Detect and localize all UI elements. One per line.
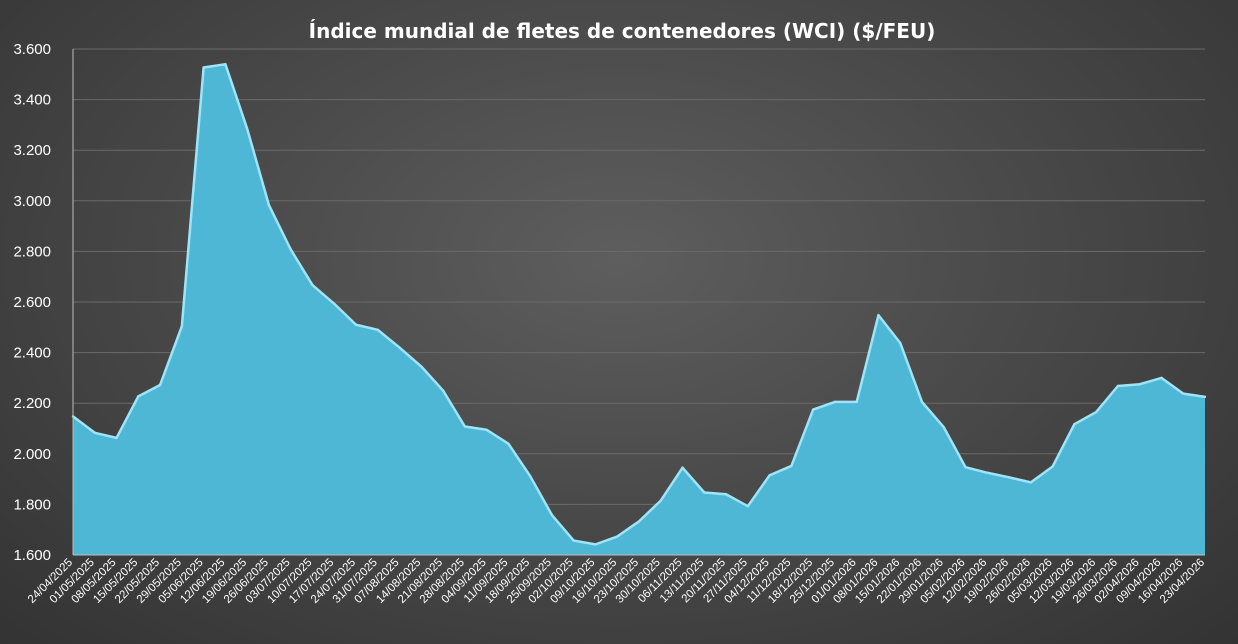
data-point xyxy=(790,464,793,468)
data-point xyxy=(311,283,314,287)
data-point xyxy=(616,535,619,538)
data-point xyxy=(811,408,815,411)
data-point xyxy=(1029,481,1033,484)
data-point xyxy=(855,400,858,404)
y-tick-label: 3.200 xyxy=(13,142,51,159)
y-tick-label: 2.200 xyxy=(13,395,51,412)
data-point xyxy=(1203,395,1207,399)
data-point xyxy=(1051,465,1054,468)
chart-title: Índice mundial de fletes de contenedores… xyxy=(309,19,936,43)
data-point xyxy=(245,127,249,130)
area-series xyxy=(71,62,1207,556)
data-point xyxy=(333,302,336,305)
data-point xyxy=(768,474,771,477)
y-tick-label: 3.400 xyxy=(13,92,51,109)
area-fill xyxy=(73,64,1205,556)
y-tick-label: 1.800 xyxy=(13,496,51,513)
data-point xyxy=(115,436,118,440)
data-point xyxy=(180,325,184,328)
data-point xyxy=(354,323,358,326)
data-point xyxy=(398,346,401,349)
data-point xyxy=(158,383,162,387)
data-point xyxy=(267,203,271,207)
y-tick-label: 1.600 xyxy=(13,547,51,564)
data-point xyxy=(1116,384,1120,388)
y-tick-label: 3.600 xyxy=(13,41,51,58)
data-point xyxy=(920,400,924,404)
data-point xyxy=(703,491,706,494)
data-point xyxy=(1073,422,1076,426)
axes xyxy=(72,49,1205,556)
data-point xyxy=(899,341,902,345)
data-point xyxy=(877,313,880,317)
data-point xyxy=(289,248,292,251)
data-point xyxy=(594,543,597,546)
data-point xyxy=(681,466,684,469)
data-point xyxy=(441,389,445,392)
data-point xyxy=(659,499,662,502)
y-tick-label: 2.000 xyxy=(13,446,51,463)
data-point xyxy=(724,493,728,496)
data-point xyxy=(637,520,641,523)
data-point xyxy=(1160,376,1163,380)
data-point xyxy=(964,466,967,469)
data-point xyxy=(202,66,205,69)
data-point xyxy=(572,539,575,542)
data-point xyxy=(137,395,140,398)
data-point xyxy=(833,400,837,404)
y-tick-label: 2.600 xyxy=(13,294,51,311)
data-point xyxy=(93,431,96,435)
data-point xyxy=(463,425,467,428)
data-point xyxy=(746,504,750,508)
data-point xyxy=(986,471,989,474)
x-axis-ticks: 24/04/202501/05/202508/05/202515/05/2025… xyxy=(26,557,1207,606)
y-tick-label: 2.400 xyxy=(13,345,51,362)
data-point xyxy=(507,442,510,445)
data-point xyxy=(1094,410,1098,414)
data-point xyxy=(1182,392,1185,395)
data-point xyxy=(376,328,379,332)
y-axis-ticks: 1.600 1.800 2.000 2.200 2.400 2.600 2.800 3.000… xyxy=(13,41,51,564)
data-point xyxy=(942,426,945,429)
data-point xyxy=(528,474,532,478)
y-tick-label: 2.800 xyxy=(13,243,51,260)
data-point xyxy=(485,428,488,431)
data-point xyxy=(420,365,423,368)
data-point xyxy=(550,513,554,517)
y-tick-label: 3.000 xyxy=(13,193,51,210)
data-point xyxy=(1007,476,1011,479)
data-point xyxy=(224,62,227,66)
data-point xyxy=(1138,383,1141,386)
